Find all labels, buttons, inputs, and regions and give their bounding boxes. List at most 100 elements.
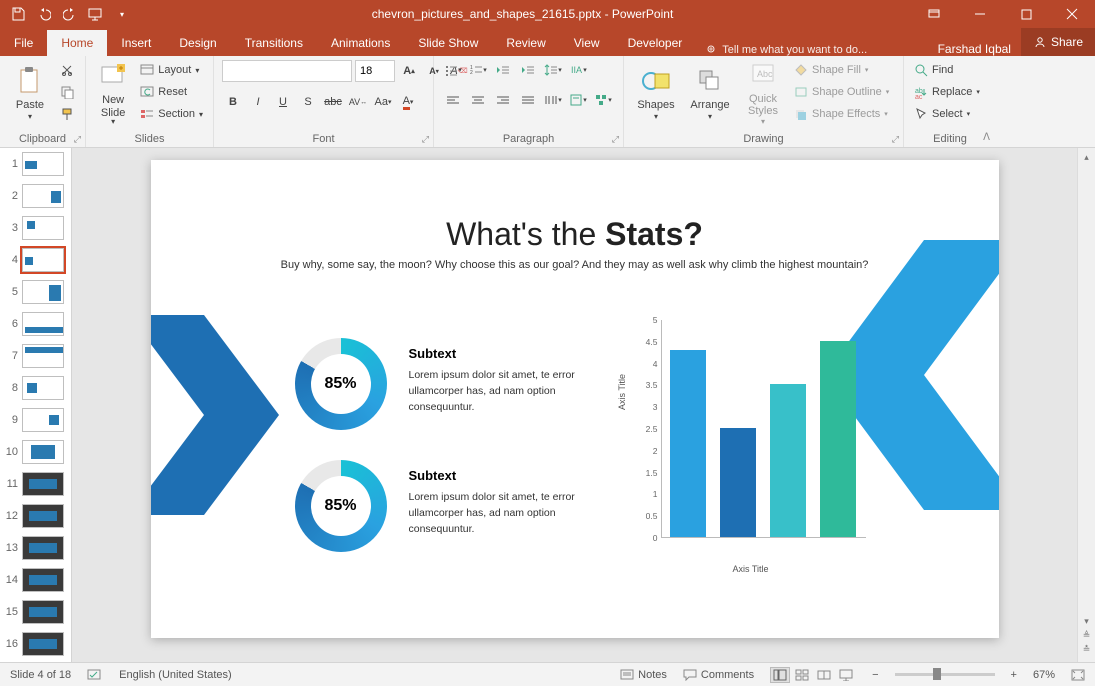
thumbnail-8[interactable]: 8 — [0, 372, 71, 404]
italic-button[interactable]: I — [247, 92, 269, 112]
align-text-icon[interactable]: ▾ — [567, 90, 589, 110]
paste-button[interactable]: Paste ▾ — [8, 60, 52, 126]
thumbnail-11[interactable]: 11 — [0, 468, 71, 500]
thumbnail-15[interactable]: 15 — [0, 596, 71, 628]
thumbnail-9[interactable]: 9 — [0, 404, 71, 436]
tell-me-search[interactable]: Tell me what you want to do... — [696, 44, 877, 56]
thumbnail-10[interactable]: 10 — [0, 436, 71, 468]
thumbnail-4[interactable]: 4 — [0, 244, 71, 276]
line-spacing-icon[interactable]: ▾ — [542, 60, 564, 80]
clipboard-launcher-icon[interactable]: ⤢ — [74, 134, 81, 145]
slide-counter[interactable]: Slide 4 of 18 — [10, 669, 71, 681]
strike-button[interactable]: abc — [322, 92, 344, 112]
minimize-icon[interactable] — [957, 0, 1003, 28]
quick-styles-button[interactable]: Abc Quick Styles▾ — [740, 60, 786, 126]
align-right-icon[interactable] — [492, 90, 514, 110]
thumbnail-6[interactable]: 6 — [0, 308, 71, 340]
reading-view-icon[interactable] — [814, 667, 834, 683]
close-icon[interactable] — [1049, 0, 1095, 28]
font-size-input[interactable] — [355, 60, 395, 82]
thumbnail-14[interactable]: 14 — [0, 564, 71, 596]
tab-home[interactable]: Home — [47, 30, 107, 56]
new-slide-button[interactable]: New Slide ▾ — [94, 60, 132, 126]
scroll-down-icon[interactable]: ▾ — [1084, 616, 1089, 630]
tab-developer[interactable]: Developer — [614, 30, 697, 56]
drawing-launcher-icon[interactable]: ⤢ — [892, 134, 899, 145]
comments-button[interactable]: Comments — [683, 669, 754, 681]
slideshow-view-icon[interactable] — [836, 667, 856, 683]
save-icon[interactable] — [6, 3, 30, 25]
zoom-thumb[interactable] — [933, 668, 941, 680]
tab-design[interactable]: Design — [165, 30, 230, 56]
slide[interactable]: What's the Stats? Buy why, some say, the… — [151, 160, 999, 638]
thumbnail-7[interactable]: 7 — [0, 340, 71, 372]
tab-insert[interactable]: Insert — [107, 30, 165, 56]
increase-indent-icon[interactable] — [517, 60, 539, 80]
collapse-ribbon-icon[interactable]: ᐱ — [983, 132, 990, 143]
find-button[interactable]: Find — [912, 60, 982, 80]
thumbnail-1[interactable]: 1 — [0, 148, 71, 180]
underline-button[interactable]: U — [272, 92, 294, 112]
zoom-slider[interactable] — [895, 673, 995, 676]
justify-icon[interactable] — [517, 90, 539, 110]
thumbnail-16[interactable]: 16 — [0, 628, 71, 660]
align-left-icon[interactable] — [442, 90, 464, 110]
language-status[interactable]: English (United States) — [119, 669, 232, 681]
tab-slide-show[interactable]: Slide Show — [404, 30, 492, 56]
font-color-icon[interactable]: A▾ — [397, 92, 419, 112]
shape-fill-button[interactable]: Shape Fill ▾ — [792, 60, 891, 80]
shapes-button[interactable]: Shapes▾ — [632, 60, 680, 126]
text-direction-icon[interactable]: IIA▾ — [567, 60, 589, 80]
reset-button[interactable]: Reset — [138, 82, 205, 102]
spell-check-icon[interactable] — [87, 668, 103, 682]
tab-view[interactable]: View — [560, 30, 614, 56]
thumbnail-pane[interactable]: 12345678910111213141516 — [0, 148, 72, 662]
notes-button[interactable]: Notes — [620, 669, 667, 681]
thumbnail-13[interactable]: 13 — [0, 532, 71, 564]
undo-icon[interactable] — [32, 3, 56, 25]
thumbnail-12[interactable]: 12 — [0, 500, 71, 532]
columns-icon[interactable]: ▾ — [542, 90, 564, 110]
user-name[interactable]: Farshad Iqbal — [928, 42, 1021, 56]
ribbon-options-icon[interactable] — [911, 0, 957, 28]
shape-outline-button[interactable]: Shape Outline ▾ — [792, 82, 891, 102]
share-button[interactable]: Share — [1021, 28, 1095, 56]
numbering-icon[interactable]: 12▾ — [467, 60, 489, 80]
format-painter-button[interactable] — [58, 104, 76, 124]
sorter-view-icon[interactable] — [792, 667, 812, 683]
thumbnail-2[interactable]: 2 — [0, 180, 71, 212]
thumbnail-5[interactable]: 5 — [0, 276, 71, 308]
qat-more-icon[interactable]: ▾ — [110, 3, 134, 25]
fit-window-icon[interactable] — [1071, 669, 1085, 681]
shape-effects-button[interactable]: Shape Effects ▾ — [792, 104, 891, 124]
vertical-scrollbar[interactable]: ▴ ▾ ≜ ≛ — [1077, 148, 1095, 662]
redo-icon[interactable] — [58, 3, 82, 25]
tab-review[interactable]: Review — [492, 30, 559, 56]
decrease-indent-icon[interactable] — [492, 60, 514, 80]
font-launcher-icon[interactable]: ⤢ — [422, 134, 429, 145]
prev-slide-icon[interactable]: ≜ — [1083, 630, 1091, 644]
select-button[interactable]: Select ▾ — [912, 104, 982, 124]
cut-button[interactable] — [58, 60, 76, 80]
maximize-icon[interactable] — [1003, 0, 1049, 28]
zoom-out-button[interactable]: − — [872, 669, 878, 681]
layout-button[interactable]: Layout ▾ — [138, 60, 205, 80]
copy-button[interactable] — [58, 82, 76, 102]
scroll-up-icon[interactable]: ▴ — [1084, 152, 1089, 166]
bullets-icon[interactable]: ▾ — [442, 60, 464, 80]
font-name-input[interactable] — [222, 60, 352, 82]
change-case-icon[interactable]: Aa▾ — [372, 92, 394, 112]
replace-button[interactable]: abacReplace ▾ — [912, 82, 982, 102]
paragraph-launcher-icon[interactable]: ⤢ — [612, 134, 619, 145]
thumbnail-3[interactable]: 3 — [0, 212, 71, 244]
char-spacing-icon[interactable]: AV↔ — [347, 92, 369, 112]
bold-button[interactable]: B — [222, 92, 244, 112]
section-button[interactable]: Section ▾ — [138, 104, 205, 124]
arrange-button[interactable]: Arrange▾ — [686, 60, 734, 126]
tab-transitions[interactable]: Transitions — [231, 30, 317, 56]
tab-animations[interactable]: Animations — [317, 30, 404, 56]
start-slideshow-icon[interactable] — [84, 3, 108, 25]
smartart-icon[interactable]: ▾ — [592, 90, 614, 110]
zoom-in-button[interactable]: + — [1011, 669, 1017, 681]
zoom-value[interactable]: 67% — [1033, 669, 1055, 681]
